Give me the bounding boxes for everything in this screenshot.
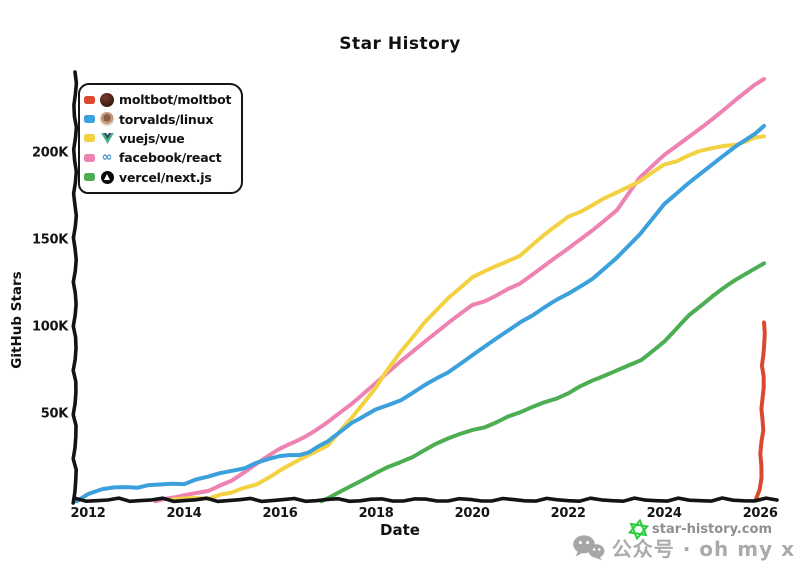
x-tick-label: 2014 [167, 506, 202, 521]
legend-color-swatch [84, 115, 95, 124]
x-tick-label: 2022 [551, 506, 586, 521]
watermark-wechat-text: 公众号 · oh my x [611, 537, 795, 561]
legend-label: facebook/react [119, 150, 222, 166]
legend-label: torvalds/linux [119, 111, 214, 127]
x-tick-label: 2024 [647, 506, 682, 521]
legend-color-swatch [84, 95, 95, 104]
torvalds-avatar-icon [100, 112, 114, 127]
x-tick-label: 2018 [359, 506, 394, 521]
legend-item-torvalds-linux: torvalds/linux [84, 109, 231, 128]
vercel-logo-icon [100, 170, 114, 184]
series-line-facebook-react [153, 77, 766, 504]
legend-color-swatch [84, 173, 95, 182]
x-tick-label: 2016 [263, 506, 298, 521]
legend-item-facebook-react: ∞ facebook/react [84, 148, 231, 167]
chart-title: Star History [339, 34, 461, 54]
y-tick-label: 150K [32, 233, 69, 248]
watermark-site-text: star-history.com [652, 522, 772, 537]
series-line-vercel-next-js [319, 261, 766, 504]
series-line-moltbot-moltbot [753, 320, 767, 502]
y-tick-label: 100K [32, 320, 69, 335]
legend-label: moltbot/moltbot [119, 92, 232, 108]
y-axis-line [71, 70, 79, 505]
legend-color-swatch [84, 134, 95, 143]
wechat-icon [572, 535, 605, 561]
series-line-vuejs-vue [170, 134, 766, 502]
y-tick-label: 200K [32, 146, 69, 161]
vue-logo-icon [100, 131, 114, 145]
legend-item-vuejs-vue: vuejs/vue [84, 129, 231, 148]
x-axis-line [73, 496, 779, 504]
x-tick-label: 2020 [455, 506, 490, 521]
x-axis-label: Date [380, 521, 420, 539]
watermark-site: star-history.com [627, 518, 772, 541]
series-line-torvalds-linux [74, 123, 766, 504]
legend: moltbot/moltbot torvalds/linux vuejs/vue ∞ f… [78, 83, 244, 194]
legend-item-moltbot-moltbot: moltbot/moltbot [84, 90, 232, 109]
react-logo-icon: ∞ [101, 149, 113, 165]
x-tick-label: 2012 [70, 506, 105, 521]
legend-label: vercel/next.js [119, 169, 212, 185]
legend-item-vercel-next-js: vercel/next.js [84, 168, 231, 187]
legend-color-swatch [84, 153, 95, 162]
y-axis-label: GitHub Stars [9, 271, 25, 369]
x-tick-label: 2026 [743, 506, 778, 521]
y-tick-label: 50K [41, 407, 69, 422]
moltbot-avatar-icon [100, 92, 114, 107]
star-history-logo-icon [627, 518, 650, 541]
watermark-wechat: 公众号 · oh my x [572, 533, 795, 562]
legend-label: vuejs/vue [119, 130, 185, 146]
